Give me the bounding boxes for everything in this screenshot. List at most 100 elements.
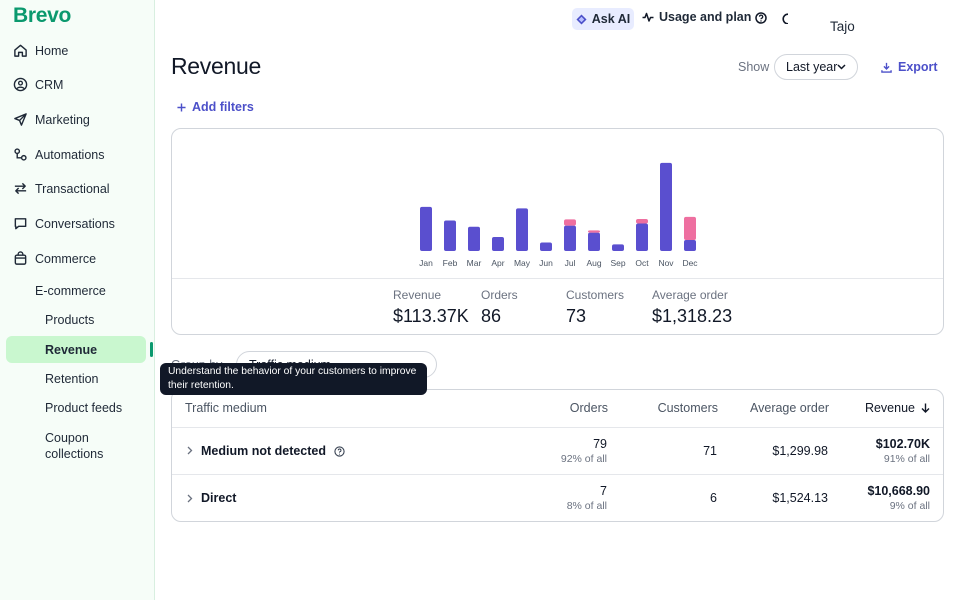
kpi-value: $113.37K [393,306,469,326]
column-header-revenue[interactable]: Revenue [865,401,930,415]
revenue-chart-card: Jan Feb Mar Apr May Jun Jul Aug Sep Oct Nov Dec Rev… [171,128,944,335]
x-tick-label: Oct [635,258,649,268]
bar-nov-segment-0[interactable] [660,162,672,251]
arrow-down-icon [921,403,930,413]
export-button[interactable]: Export [881,60,938,74]
active-nav-marker [150,342,153,357]
sidebar-subitem-coupon-collections[interactable]: Coupon collections [45,431,104,461]
customers-cell: 6 [710,491,717,505]
x-tick-label: Jan [419,258,433,268]
x-tick-label: Apr [491,258,504,268]
sidebar-item-label: Home [35,44,69,58]
sidebar-item-transactional[interactable]: Transactional [0,173,154,205]
chevron-down-icon [837,64,846,70]
x-tick-label: Jun [539,258,553,268]
sidebar-item-home[interactable]: Home [0,35,154,67]
column-header-traffic-medium[interactable]: Traffic medium [185,401,267,415]
bar-dec-segment-0[interactable] [684,239,696,251]
sidebar-item-label: Conversations [35,217,115,231]
revenue-cell: $10,668.90 [867,484,930,498]
average-order-cell: $1,524.13 [772,491,828,505]
x-tick-label: Jul [565,258,576,268]
bar-jan-segment-0[interactable] [420,206,432,251]
bar-jul-segment-0[interactable] [564,225,576,251]
date-range-select[interactable]: Last year [774,54,858,80]
x-tick-label: Dec [682,258,698,268]
sidebar-item-commerce[interactable]: Commerce [0,243,154,275]
column-header-average-order[interactable]: Average order [750,401,829,415]
usage-and-plan-button[interactable]: Usage and plan [642,10,751,24]
sidebar-section-ecommerce[interactable]: E-commerce [35,284,106,298]
sidebar-item-label: Transactional [35,182,110,196]
bar-dec-segment-1[interactable] [684,216,696,240]
bar-feb-segment-0[interactable] [444,220,456,251]
transfer-icon [14,182,27,195]
traffic-medium-table: Traffic medium Orders Customers Average … [171,389,944,522]
activity-icon [642,12,654,22]
ask-ai-button[interactable]: Ask AI [572,8,634,30]
bar-jul-segment-1[interactable] [564,219,576,226]
column-header-orders[interactable]: Orders [569,401,608,415]
revenue-bar-chart: Jan Feb Mar Apr May Jun Jul Aug Sep Oct Nov Dec [419,162,698,268]
bar-oct-segment-0[interactable] [636,223,648,251]
bar-aug-segment-1[interactable] [588,230,600,233]
kpi-revenue: Revenue $113.37K [393,288,469,327]
orders-percent: 8% of all [566,500,607,512]
bar-aug-segment-0[interactable] [588,232,600,251]
automation-icon [14,148,27,161]
sidebar-item-marketing[interactable]: Marketing [0,104,154,136]
sidebar-subitem-products[interactable]: Products [45,313,95,327]
column-header-revenue-label: Revenue [864,401,915,415]
home-icon [14,44,27,57]
sidebar-item-crm[interactable]: CRM [0,69,154,101]
sidebar: Brevo Home CRM Marketing Automations Tra… [0,0,155,600]
column-header-customers[interactable]: Customers [657,401,718,415]
row-name: Medium not detected [201,444,345,458]
export-label: Export [898,60,938,74]
sidebar-subitem-retention[interactable]: Retention [45,372,99,386]
kpi-value: $1,318.23 [652,306,733,326]
send-icon [14,113,27,126]
page-title: Revenue [171,53,261,79]
bar-apr-segment-0[interactable] [492,237,504,251]
row-name: Direct [201,491,236,505]
chevron-right-icon[interactable] [187,446,193,455]
sidebar-item-conversations[interactable]: Conversations [0,208,154,240]
customers-cell: 71 [703,444,717,458]
retention-tooltip: Understand the behavior of your customer… [160,363,427,395]
date-range-value: Last year [786,60,838,74]
chevron-right-icon[interactable] [187,494,193,503]
x-tick-label: Sep [610,258,625,268]
bar-oct-segment-1[interactable] [636,219,648,224]
add-filters-label: Add filters [192,100,254,114]
orders-cell: 7 [600,484,607,498]
help-icon[interactable] [334,445,345,457]
add-filters-button[interactable]: Add filters [177,100,254,114]
kpi-average-order: Average order $1,318.23 [652,288,732,327]
sidebar-subitem-product-feeds[interactable]: Product feeds [45,401,123,415]
chart-divider [172,278,943,279]
sidebar-item-automations[interactable]: Automations [0,139,154,171]
user-name[interactable]: Tajo [830,19,855,34]
revenue-cell: $102.70K [875,437,930,451]
sidebar-subitem-revenue[interactable]: Revenue [45,343,98,357]
help-icon[interactable] [755,12,767,24]
bar-mar-segment-0[interactable] [468,226,480,251]
bar-jun-segment-0[interactable] [540,242,552,251]
revenue-percent: 91% of all [883,453,930,465]
kpi-label: Revenue [393,288,442,302]
active-nav-highlight [6,336,146,363]
sidebar-item-label: Automations [35,148,105,162]
sidebar-item-label: Commerce [35,252,97,266]
brevo-logo[interactable]: Brevo [13,4,72,27]
kpi-value: 86 [481,306,502,326]
row-name-text: Medium not detected [201,444,327,458]
bar-may-segment-0[interactable] [516,208,528,251]
table-row-divider [172,474,943,475]
bar-sep-segment-0[interactable] [612,244,624,251]
x-tick-label: May [514,258,531,268]
x-tick-label: Mar [467,258,482,268]
orders-cell: 79 [593,437,607,451]
download-icon [881,62,892,73]
settings-icon[interactable] [782,12,788,24]
